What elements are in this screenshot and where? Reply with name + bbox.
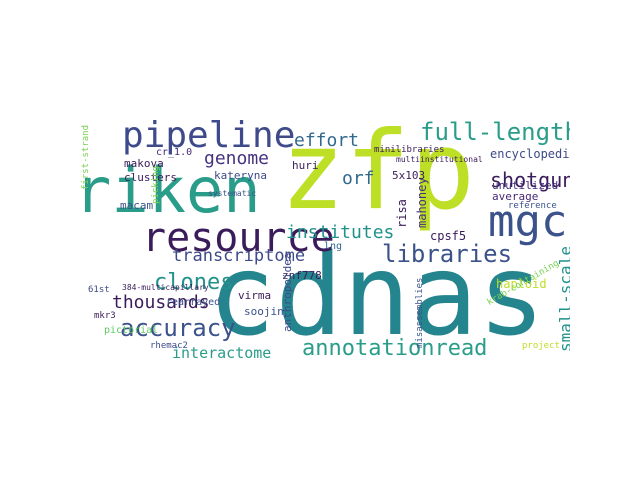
word-mkr3: mkr3	[94, 311, 116, 321]
word-accuracy: accuracy	[120, 314, 236, 342]
word-first-strand: first-strand	[81, 124, 91, 190]
word-project: project	[522, 341, 560, 351]
word-clusters: clusters	[124, 171, 177, 184]
word-pictorial: pictorial	[104, 325, 159, 336]
word-annotationread: annotationread	[302, 336, 488, 361]
word-effort: effort	[294, 130, 360, 151]
word-encyclopedia: encyclopedia	[490, 147, 570, 161]
word-anthropoidea: anthropoidea	[281, 252, 294, 332]
word-risa: risa	[395, 199, 409, 228]
word-thousands: thousands	[112, 292, 210, 313]
word-5x103: 5x103	[392, 169, 426, 182]
word-soojin: soojin	[244, 305, 284, 318]
word-znf778: znf778	[282, 269, 322, 282]
word-mahoney: mahoney	[415, 177, 429, 228]
word-minilibraries: minilibraries	[374, 145, 445, 155]
word-picking: picking	[151, 166, 161, 204]
word-61st: 61st	[88, 285, 110, 295]
word-384-multicapillary: 384-multicapillary	[122, 283, 209, 292]
word-multiinstitutional: multiinstitutional	[396, 155, 483, 164]
word-small-scale: small-scale	[556, 246, 570, 352]
word-zfp: zfp	[280, 118, 476, 234]
word-reference: reference	[508, 201, 557, 211]
word-transcriptome: transcriptome	[172, 246, 306, 266]
word-virma: virma	[238, 289, 272, 302]
word-misassemblies: misassemblies	[415, 277, 425, 348]
word-cloud: zfp cdnas riken resource pipeline mgc fu…	[80, 118, 570, 368]
word-genome: genome	[204, 148, 270, 169]
word-riken: riken	[80, 154, 261, 227]
word-average: average	[492, 190, 539, 203]
word-cdnas: cdnas	[208, 231, 546, 361]
word-full-length: full-length	[420, 118, 570, 146]
word-huri: huri	[292, 159, 319, 172]
word-shotgun: shotgun	[490, 168, 570, 192]
word-clones: clones	[154, 270, 234, 295]
word-unutilized: unutilized	[492, 179, 559, 192]
word-institutes: institutes	[286, 222, 395, 243]
word-systematic: systematic	[208, 189, 257, 198]
word-cr-1-0: cr_1.0	[156, 147, 193, 158]
word-lng: lng	[324, 241, 343, 252]
word-orf: orf	[342, 168, 375, 189]
word-makova: makova	[124, 157, 164, 170]
word-resource: resource	[142, 215, 335, 261]
word-kateryna: kateryna	[214, 169, 267, 182]
word-mgc: mgc	[488, 196, 568, 247]
word-macam: macam	[120, 199, 154, 212]
word-libraries: libraries	[382, 240, 513, 268]
word-rearrayed: rearrayed	[166, 297, 221, 308]
word-cpsf5: cpsf5	[430, 229, 467, 243]
word-rhemac2: rhemac2	[150, 341, 188, 351]
word-haploid: haploid	[496, 277, 547, 291]
word-interactome: interactome	[172, 344, 272, 362]
word-pipeline: pipeline	[122, 118, 296, 156]
